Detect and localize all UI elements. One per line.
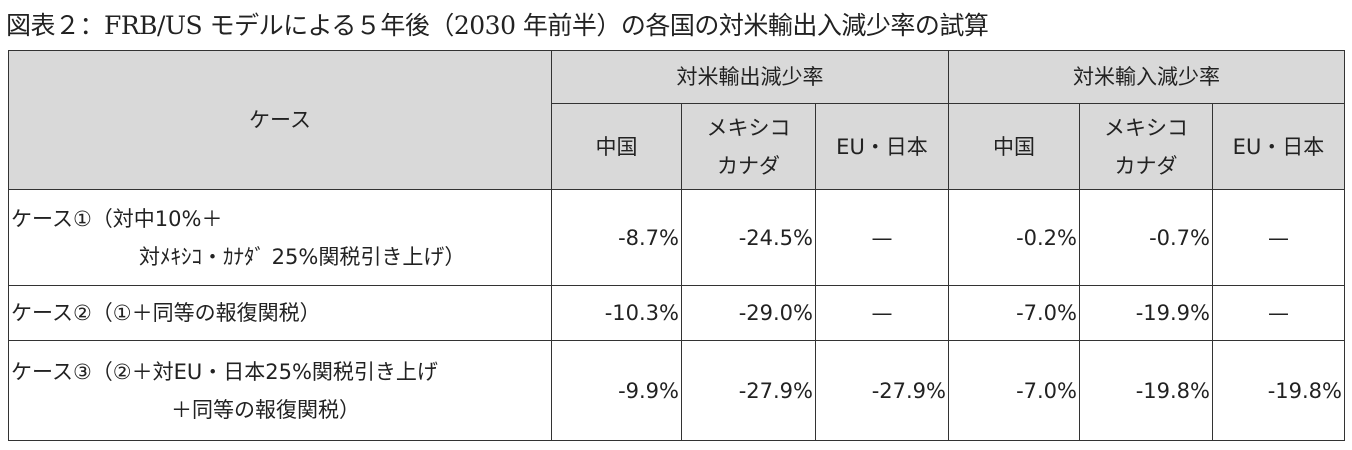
- table-row: ケース①（対中10%＋ 対ﾒｷｼｺ・ｶﾅﾀﾞ 25%関税引き上げ） -8.7% -…: [8, 189, 1345, 286]
- sub-header: メキシコ カナダ: [1079, 103, 1213, 190]
- cell: -10.3%: [551, 285, 682, 341]
- cell: -19.9%: [1079, 285, 1213, 341]
- case-line: ケース③（②＋対EU・日本25%関税引き上げ: [11, 359, 438, 384]
- sub-header-line: カナダ: [1114, 153, 1178, 178]
- sub-header: EU・日本: [815, 103, 949, 190]
- cell: -29.0%: [681, 285, 816, 341]
- cell: -0.2%: [948, 189, 1080, 286]
- case-line: 対ﾒｷｼｺ・ｶﾅﾀﾞ 25%関税引き上げ）: [139, 244, 466, 269]
- group-header: 対米輸入減少率: [948, 50, 1345, 104]
- group-header: 対米輸出減少率: [551, 50, 949, 104]
- cell: -7.0%: [948, 340, 1080, 441]
- case-header: ケース: [8, 50, 552, 190]
- case-line: ケース①（対中10%＋: [11, 206, 223, 231]
- sub-header: 中国: [551, 103, 682, 190]
- cell: -19.8%: [1212, 340, 1345, 441]
- cell: —: [815, 285, 949, 341]
- cell: -24.5%: [681, 189, 816, 286]
- case-line: ＋同等の報復関税）: [171, 397, 360, 422]
- sub-header: EU・日本: [1212, 103, 1345, 190]
- sub-header-line: カナダ: [717, 153, 780, 178]
- sub-header: 中国: [948, 103, 1080, 190]
- sub-header: メキシコ カナダ: [681, 103, 816, 190]
- cell: -19.8%: [1079, 340, 1213, 441]
- cell: —: [1212, 285, 1345, 341]
- table-row: ケース③（②＋対EU・日本25%関税引き上げ ＋同等の報復関税） -9.9% -2…: [8, 340, 1345, 441]
- table-row: ケース②（①＋同等の報復関税） -10.3% -29.0% — -7.0% -1…: [8, 285, 1345, 341]
- cell: -8.7%: [551, 189, 682, 286]
- cell: -27.9%: [815, 340, 949, 441]
- sub-header-line: メキシコ: [706, 115, 791, 140]
- header-row: ケース 対米輸出減少率 対米輸入減少率: [8, 50, 1345, 190]
- case-label: ケース②（①＋同等の報復関税）: [8, 285, 552, 341]
- cell: -9.9%: [551, 340, 682, 441]
- cell: —: [1212, 189, 1345, 286]
- case-label: ケース①（対中10%＋ 対ﾒｷｼｺ・ｶﾅﾀﾞ 25%関税引き上げ）: [8, 189, 552, 286]
- subheader-row: 中国 メキシコカナダ EU・日本 中国 メキシコカナダ EU・日本: [9, 103, 1345, 190]
- case-label: ケース③（②＋対EU・日本25%関税引き上げ ＋同等の報復関税）: [8, 340, 552, 441]
- data-table: ケース 対米輸出減少率 対米輸入減少率 中国 メキシコカナダ EU・日本 中国 …: [8, 50, 1345, 441]
- cell: -7.0%: [948, 285, 1080, 341]
- page-title: 図表２：FRB/US モデルによる５年後（2030 年前半）の各国の対米輸出入減…: [6, 11, 989, 40]
- cell: —: [815, 189, 949, 286]
- cell: -0.7%: [1079, 189, 1213, 286]
- case-line: ケース②（①＋同等の報復関税）: [11, 301, 321, 325]
- cell: -27.9%: [681, 340, 816, 441]
- sub-header-line: メキシコ: [1104, 115, 1188, 140]
